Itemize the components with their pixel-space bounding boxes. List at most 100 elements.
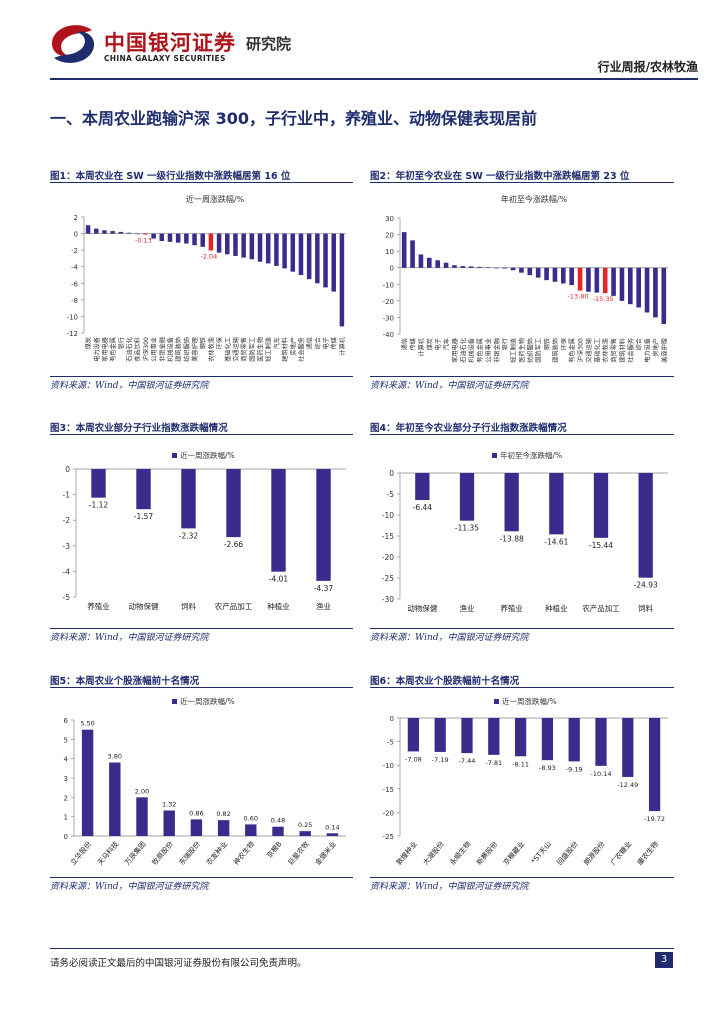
bar-电子 — [323, 233, 328, 288]
bar-养殖业 — [91, 469, 106, 498]
x-tick-label: 回盛股份 — [555, 840, 580, 867]
bar-渔业 — [459, 473, 475, 521]
y-tick-label: -10 — [67, 313, 78, 321]
bar-综合 — [315, 233, 320, 284]
bar-通信 — [401, 232, 407, 268]
bar-煤炭 — [85, 225, 91, 234]
bar-动物保健 — [415, 473, 430, 501]
x-tick-label: 饲料 — [638, 603, 654, 613]
legend-swatch — [494, 699, 499, 704]
data-label: 0.86 — [189, 809, 203, 817]
bar-京粮藏业 — [514, 718, 527, 757]
x-tick-label: 钢铁 — [543, 338, 551, 350]
bar-种植业 — [549, 473, 564, 535]
x-tick-label: 银行 — [117, 337, 125, 349]
y-tick-label: -25 — [382, 574, 394, 583]
bar-有色金属 — [477, 266, 482, 268]
x-tick-label: 纺织服饰 — [526, 338, 534, 363]
bar-建筑材料 — [619, 267, 625, 301]
y-tick-label: 0 — [74, 231, 78, 239]
legend-label: 近一周涨跌幅/% — [180, 450, 235, 460]
x-tick-label: 农林牧渔 — [207, 337, 215, 362]
x-tick-label: 环保 — [216, 336, 224, 349]
x-tick-label: 机械设备 — [166, 336, 174, 362]
data-label: 0.48 — [271, 817, 285, 825]
data-label: 0.60 — [244, 814, 258, 822]
x-tick-label: 食品饮料 — [134, 337, 142, 362]
data-label: 0.82 — [216, 810, 230, 818]
source-6: 资料来源：Wind，中国银河证券研究院 — [370, 882, 529, 892]
figure-2-rule — [370, 182, 674, 183]
legend-swatch — [172, 699, 177, 704]
data-label: -9.19 — [566, 765, 583, 773]
bar-农产品加工 — [593, 473, 609, 538]
bar-养殖业 — [504, 473, 519, 532]
figure-4-title: 图4：年初至今农业部分子行业指数涨跌幅情况 — [370, 423, 567, 434]
bar-金健米业 — [326, 833, 339, 836]
y-tick-label: -5 — [387, 490, 395, 499]
bar-东瑞股份 — [190, 819, 203, 836]
data-label: -15.35 — [593, 295, 614, 303]
data-label: 2.00 — [135, 787, 149, 795]
x-tick-label: 种植业 — [267, 601, 290, 611]
x-tick-label: 家用电器 — [451, 337, 459, 363]
y-tick-label: -5 — [387, 739, 394, 747]
bar-计算机 — [339, 233, 345, 327]
chart-sub-ytd: 年初至今涨跌幅/% 0 -5 -10 -15 -20 -25 -30 -6.44 动物保健 -11.… — [382, 450, 668, 613]
x-tick-label: 动物保健 — [129, 601, 159, 611]
bar-家用电器 — [452, 265, 457, 268]
bar-纺织服饰 — [527, 267, 533, 276]
chart-top-gainers: 近一周涨跌幅/% 6 5 4 3 2 1 0 5.50 立华股份 3.80 天马科技 2.00 万辰集团 1… — [64, 696, 346, 867]
bar-动物保健 — [136, 469, 151, 510]
x-tick-label: 煤炭 — [85, 337, 93, 349]
bar-综合 — [636, 267, 641, 308]
bar-*ST天山 — [541, 718, 554, 761]
x-tick-label: *ST天山 — [529, 840, 553, 866]
bar-建筑装饰 — [552, 267, 558, 282]
legend-swatch — [492, 453, 497, 458]
bar-种植业 — [271, 469, 286, 572]
bar-饲料 — [638, 473, 653, 578]
y-tick-label: 2 — [64, 794, 68, 802]
bar-公用事业 — [485, 267, 491, 268]
bar-京粮B — [272, 826, 284, 836]
x-tick-label: 有色金属 — [476, 338, 484, 363]
bar-社会服务 — [298, 233, 304, 275]
bar-机械设备 — [167, 233, 173, 242]
bar-康农生物 — [648, 718, 661, 812]
x-tick-label: 康农生物 — [635, 840, 660, 867]
x-tick-label: 电子 — [434, 338, 442, 350]
y-tick-label: 0 — [65, 465, 70, 474]
data-label: 3.80 — [108, 753, 122, 761]
bar-农林牧渔 — [602, 267, 608, 294]
x-tick-label: 敦煌种业 — [394, 840, 419, 867]
bar-传媒 — [410, 240, 415, 268]
bar-广农糖业 — [622, 718, 634, 777]
y-tick-label: -3 — [63, 542, 71, 551]
bar-医药生物 — [257, 233, 263, 262]
figure-2-title: 图2：年初至今农业在 SW 一级行业指数中涨跌幅居第 23 位 — [370, 171, 630, 182]
chart-top-losers: 近一周涨跌幅/% 0 -5 -10 -15 -20 -25 -7.08 敦煌种业 -7.19 大湖股… — [383, 696, 668, 867]
x-tick-label: 房地产 — [289, 337, 297, 356]
bar-牧原股份 — [163, 810, 175, 836]
legend-label: 年初至今涨跌幅/% — [500, 450, 562, 460]
figure-5-title: 图5：本周农业个股涨幅前十名情况 — [50, 676, 200, 687]
bar-渔业 — [316, 469, 331, 581]
bar-银行 — [118, 231, 124, 234]
x-tick-label: 渔业 — [316, 601, 331, 611]
header-divider — [50, 78, 698, 80]
bar-石油石化 — [126, 232, 132, 234]
x-tick-label: 基础化工 — [593, 338, 601, 363]
y-tick-label: -15 — [382, 532, 394, 541]
x-tick-label: 轻工制造 — [265, 337, 273, 362]
bar-农发种业 — [217, 820, 230, 836]
x-tick-label: 京粮B — [265, 839, 284, 859]
y-tick-label: -5 — [63, 593, 71, 602]
data-label: 5.50 — [80, 720, 94, 728]
data-label: -7.44 — [459, 757, 476, 765]
x-tick-label: 饲料 — [181, 601, 196, 611]
x-tick-label: 牧原股份 — [150, 840, 175, 867]
x-tick-label: 朗源股份 — [582, 840, 607, 867]
y-tick-label: -12 — [67, 330, 78, 338]
y-tick-label: -30 — [382, 595, 394, 604]
